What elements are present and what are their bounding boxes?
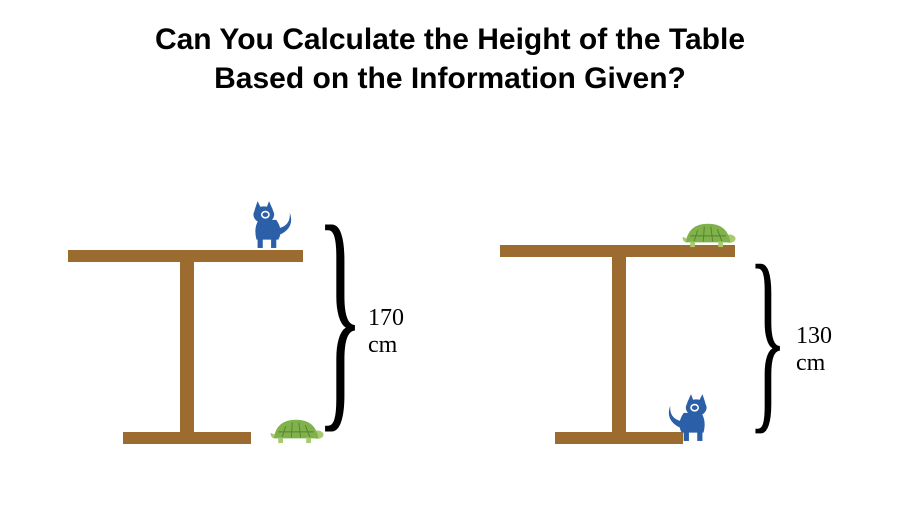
table-base-right — [555, 432, 683, 444]
title-line-2: Based on the Information Given? — [0, 59, 900, 98]
table-leg-right — [612, 257, 626, 432]
brace-left: } — [316, 190, 364, 440]
turtle-icon — [680, 219, 736, 254]
title-line-1: Can You Calculate the Height of the Tabl… — [0, 20, 900, 59]
measurement-left: 170 cm — [368, 305, 404, 359]
measurement-right: 130 cm — [796, 323, 832, 377]
table-base-left — [123, 432, 251, 444]
cat-icon — [243, 195, 295, 256]
cat-icon — [665, 388, 717, 449]
puzzle-title: Can You Calculate the Height of the Tabl… — [0, 0, 900, 98]
brace-right: } — [748, 235, 787, 440]
table-leg-left — [180, 262, 194, 432]
